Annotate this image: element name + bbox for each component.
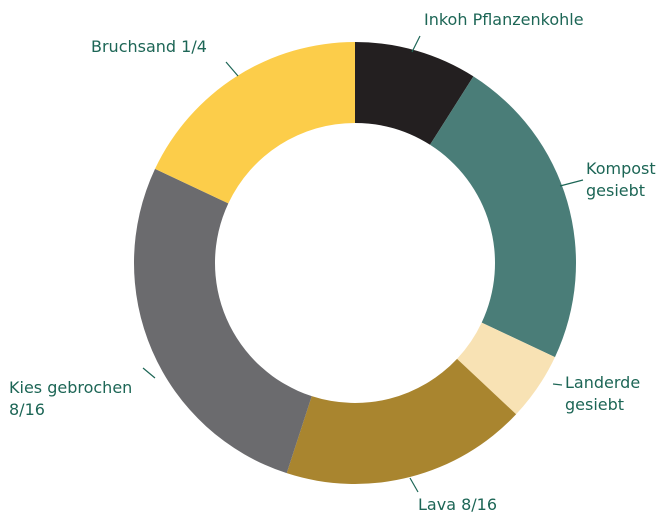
slice-label: Inkoh Pflanzenkohle xyxy=(424,10,584,29)
slice-label: Lava 8/16 xyxy=(418,495,498,514)
leader-line xyxy=(409,477,419,493)
leader-line xyxy=(559,179,584,187)
slice-label: Bruchsand 1/4 xyxy=(91,37,207,56)
donut-slice xyxy=(133,168,312,474)
donut-slice xyxy=(355,42,474,145)
slice-label: Kies gebrochen 8/16 xyxy=(9,378,133,419)
leader-line xyxy=(552,383,563,386)
slice-label: Kompost gesiebt xyxy=(586,159,656,200)
donut-slice xyxy=(155,42,355,204)
donut-slice xyxy=(286,358,517,484)
slice-label: Landerde gesiebt xyxy=(565,373,641,414)
donut-slice xyxy=(457,322,555,415)
donut-slice xyxy=(430,76,577,358)
leader-line xyxy=(411,35,421,53)
leader-line xyxy=(142,367,156,379)
leader-line xyxy=(225,61,239,77)
